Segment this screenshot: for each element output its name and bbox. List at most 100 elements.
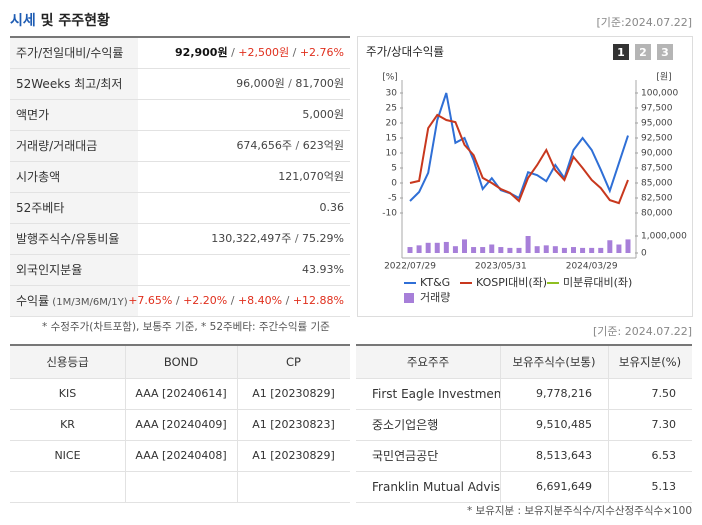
chart-button[interactable]: 1	[613, 44, 629, 60]
table-cell: 5.13	[651, 480, 677, 493]
row-value: 92,900원 / +2,500원 / +2.76%	[175, 38, 344, 68]
value: 623억원	[302, 139, 344, 152]
holders-note: * 보유지분 : 보유지분주식수/지수산정주식수×100	[466, 505, 692, 517]
table-cell	[237, 472, 350, 502]
y2-tick-label: 95,000	[641, 119, 673, 129]
table-cell: 9,510,485	[500, 410, 609, 440]
value: +2,500원	[238, 46, 290, 59]
volume-bar	[543, 245, 549, 253]
volume-bar	[580, 247, 586, 253]
volume-bar	[462, 239, 467, 253]
value: 674,656주	[236, 139, 293, 152]
table-cell: A1 [20230823]	[252, 418, 335, 431]
holders-table: 주요주주 보유주식수(보통) 보유지분(%) First Eagle Investme…	[356, 344, 692, 503]
section-title: 시세 및 주주현황	[10, 10, 110, 30]
value: 75.29%	[302, 232, 344, 245]
separator: /	[282, 294, 293, 307]
volume-bar	[443, 241, 449, 253]
summary-row: 외국인지분율 43.93%	[10, 255, 350, 286]
legend-label: 미분류대비(좌)	[563, 276, 632, 289]
separator: /	[227, 294, 238, 307]
legend-label: KOSPI대비(좌)	[476, 276, 547, 289]
separator: /	[284, 77, 296, 90]
volume-bar	[416, 245, 422, 253]
value: 5,000원	[302, 108, 344, 121]
button-label: 1	[617, 46, 625, 59]
y-tick-label: -10	[382, 209, 397, 219]
header-cell: 보유주식수(보통)	[500, 346, 609, 378]
table-cell: NICE	[10, 441, 126, 471]
volume-bar	[607, 240, 613, 253]
button-label: 3	[661, 46, 669, 59]
title-main: 시세	[10, 13, 36, 29]
chart: 주가/상대수익률 1 2 3 [%] [원] -10 -5 0 5 10 15 20 25 30 80,000…	[366, 44, 687, 304]
table-cell: 국민연금공단	[356, 441, 501, 471]
volume-bar	[434, 242, 440, 253]
row-value: 5,000원	[302, 100, 344, 130]
summary-row: 수익률 (1M/3M/6M/1Y) +7.65% / +2.20% / +8.40…	[10, 286, 350, 317]
value: 96,000원	[236, 77, 285, 90]
table-row: Franklin Mutual Advise···6,691,649 5.13	[356, 472, 692, 503]
header-cell: 보유지분(%)	[618, 355, 682, 369]
table-row: KIS AAA [20240614] A1 [20230829]	[10, 379, 350, 410]
header-cell: 주요주주	[356, 346, 501, 378]
y2-tick-label: 85,000	[641, 179, 673, 189]
row-label: 외국인지분율	[10, 255, 138, 285]
label-note: (1M/3M/6M/1Y)	[49, 297, 128, 308]
volume-bar	[452, 246, 458, 253]
chart-button[interactable]: 2	[635, 44, 651, 60]
label-text: 거래량/거래대금	[16, 139, 98, 153]
summary-row: 거래량/거래대금 674,656주 / 623억원	[10, 131, 350, 162]
row-value: 674,656주 / 623억원	[236, 131, 344, 161]
volume-bar	[598, 247, 604, 253]
row-label: 액면가	[10, 100, 138, 130]
holders-date: [기준: 2024.07.22]	[592, 325, 692, 338]
table-row: First Eagle Investment ···9,778,216 7.50	[356, 379, 692, 410]
label-text: 외국인지분율	[16, 263, 83, 277]
button-bg	[635, 44, 651, 60]
y-unit: [%]	[382, 73, 398, 83]
table-cell: 6.53	[651, 449, 677, 462]
table-cell	[125, 472, 238, 502]
x-tick-label: 2022/07/29	[384, 262, 436, 272]
value: +2.20%	[183, 294, 228, 307]
table-cell: 8,513,643	[500, 441, 609, 471]
button-bg	[613, 44, 629, 60]
value: 92,900원	[175, 46, 228, 59]
table-cell: 중소기업은행	[356, 410, 501, 440]
separator: /	[292, 139, 303, 152]
label-text: 발행주식수/유통비율	[16, 232, 120, 246]
volume-bar	[425, 242, 431, 253]
row-label: 거래량/거래대금	[10, 131, 138, 161]
separator: /	[289, 46, 300, 59]
y-tick-label: 25	[386, 104, 397, 114]
value: 81,700원	[295, 77, 344, 90]
label-text: 시가총액	[16, 170, 61, 184]
table-cell	[10, 472, 126, 502]
value: 43.93%	[302, 263, 344, 276]
button-label: 2	[639, 46, 647, 59]
y-tick-label: 10	[386, 149, 398, 159]
y-tick-label: 15	[386, 134, 397, 144]
row-label: 52Weeks 최고/최저	[10, 69, 138, 99]
y2-unit: [원]	[656, 72, 671, 83]
label-text: 52주베타	[16, 201, 65, 215]
volume-bar	[480, 247, 486, 253]
y2-tick-label: 97,500	[641, 104, 673, 114]
summary-row: 액면가 5,000원	[10, 100, 350, 131]
value: +7.65%	[128, 294, 173, 307]
y2-tick-label: 82,500	[641, 194, 673, 204]
legend-label: 거래량	[420, 291, 450, 304]
y-tick-label: 20	[386, 119, 398, 129]
table-cell: A1 [20230829]	[252, 387, 335, 400]
y2-tick-label: 100,000	[641, 89, 678, 99]
ratings-table: 신용등급 BOND CP KIS AAA [20240614] A1 [20230829]…	[10, 344, 350, 503]
table-cell: KIS	[10, 379, 126, 409]
volume-bar	[507, 247, 513, 253]
series-line	[409, 92, 629, 202]
value: 121,070억원	[278, 170, 344, 183]
label-text: 액면가	[16, 108, 50, 122]
chart-button[interactable]: 3	[657, 44, 673, 60]
chart-title: 주가/상대수익률	[366, 45, 444, 59]
